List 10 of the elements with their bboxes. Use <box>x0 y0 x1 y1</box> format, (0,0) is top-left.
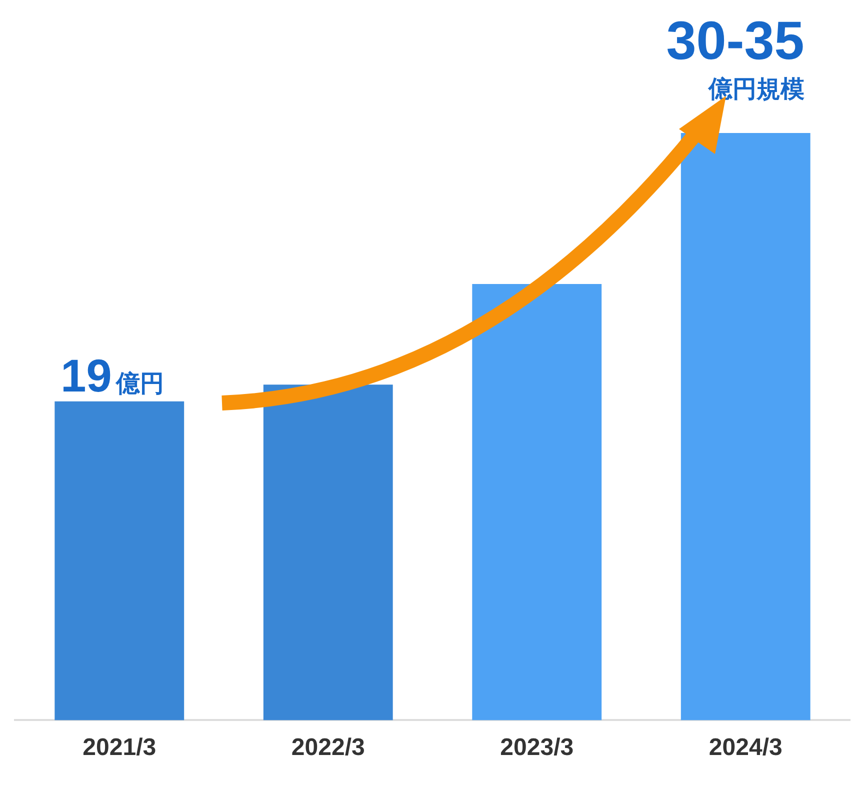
data-label: 19億円 <box>60 349 164 402</box>
bar <box>472 284 602 720</box>
x-tick-label: 2023/3 <box>500 734 574 762</box>
x-tick-label: 2024/3 <box>708 734 782 762</box>
x-tick-label: 2021/3 <box>82 734 156 762</box>
bar <box>680 133 810 720</box>
bar <box>54 401 184 720</box>
data-label: 30-35 億円規模 <box>666 11 804 103</box>
x-tick-label: 2022/3 <box>291 734 365 762</box>
bar <box>263 384 393 720</box>
